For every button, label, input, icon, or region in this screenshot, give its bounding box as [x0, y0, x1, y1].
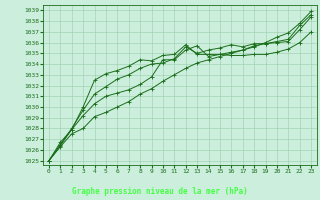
Text: Graphe pression niveau de la mer (hPa): Graphe pression niveau de la mer (hPa)	[72, 187, 248, 196]
